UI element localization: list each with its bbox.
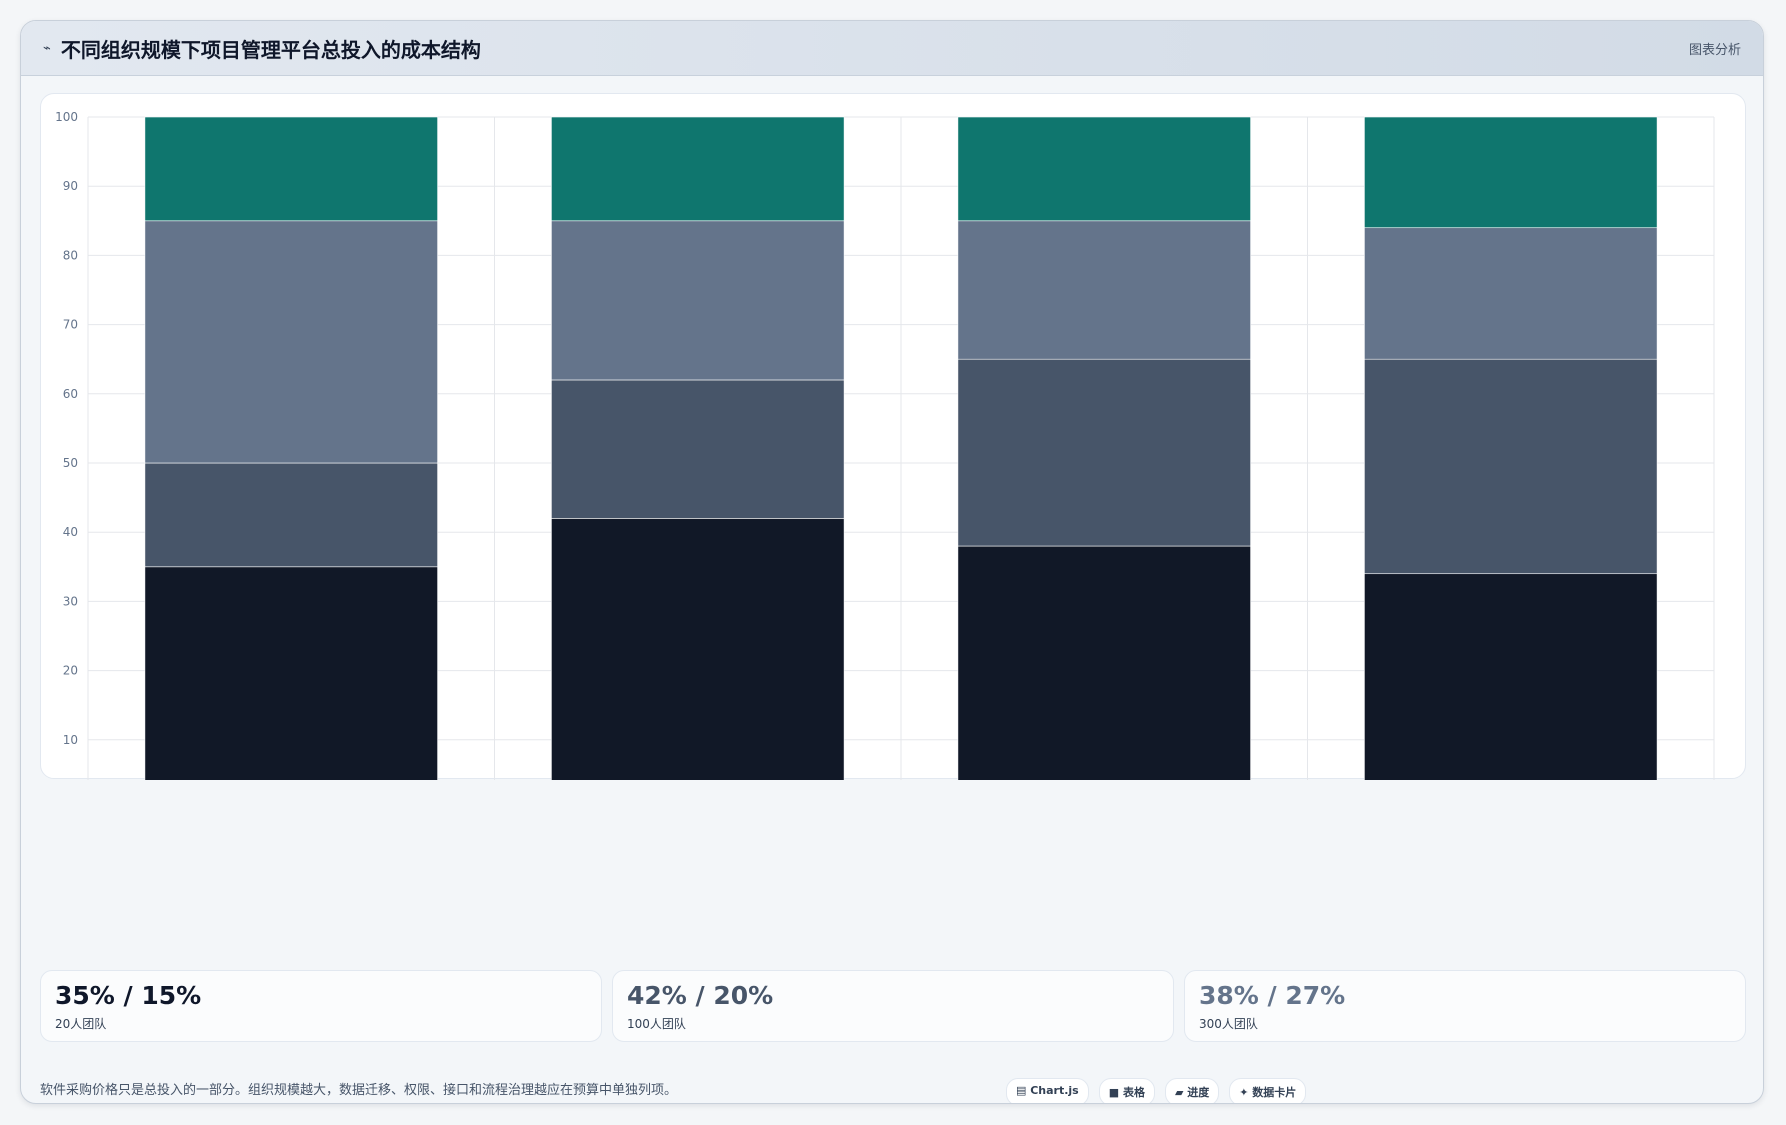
bar-segment (144, 566, 438, 780)
y-tick-label: 20 (63, 664, 78, 678)
bar-segment (551, 518, 845, 780)
bar-segment (551, 116, 845, 222)
y-tick-label: 10 (63, 733, 78, 747)
y-tick-label: 80 (63, 248, 78, 262)
bar-segment (144, 116, 438, 222)
bar-segment (1364, 358, 1658, 575)
bar-segment (551, 379, 845, 519)
stat-value: 42% / 20% (627, 981, 774, 1010)
chart-panel: 010203040506070809010020人团队100人团队300人团队1… (40, 93, 1746, 780)
chart-line-icon: ⌁ (43, 40, 51, 56)
footer-note: 软件采购价格只是总投入的一部分。组织规模越大，数据迁移、权限、接口和流程治理越应… (40, 1083, 678, 1098)
tag-progress[interactable]: ▰ 进度 (1164, 1078, 1220, 1103)
bar-segment (1364, 227, 1658, 360)
y-tick-label: 30 (63, 594, 78, 608)
chart-card: ⌁ 不同组织规模下项目管理平台总投入的成本结构 图表分析 01020304050… (20, 20, 1764, 1104)
stat-cards: 35% / 15% 20人团队 42% / 20% 100人团队 38% / 2… (40, 970, 1746, 1042)
tag-chartjs[interactable]: ▤ Chart.js (1006, 1078, 1089, 1103)
y-tick-label: 50 (63, 456, 78, 470)
stat-label: 300人团队 (1199, 1017, 1258, 1031)
y-tick-label: 70 (63, 318, 78, 332)
y-tick-label: 100 (55, 110, 78, 124)
stat-card-20: 35% / 15% 20人团队 (40, 970, 602, 1042)
stat-label: 20人团队 (55, 1017, 107, 1031)
bar-segment (957, 358, 1251, 547)
bar-segment (1364, 573, 1658, 780)
y-tick-label: 90 (63, 179, 78, 193)
tag-data-card[interactable]: ✦ 数据卡片 (1229, 1078, 1307, 1103)
bar-segment (957, 545, 1251, 780)
footer-tags: ▤ Chart.js ■ 表格 ▰ 进度 ✦ 数据卡片 (1006, 1078, 1307, 1103)
bar-segment (957, 220, 1251, 360)
stat-card-300: 38% / 27% 300人团队 (1184, 970, 1746, 1042)
bar-segment (551, 220, 845, 381)
card-header: ⌁ 不同组织规模下项目管理平台总投入的成本结构 图表分析 (21, 21, 1763, 76)
stat-card-100: 42% / 20% 100人团队 (612, 970, 1174, 1042)
bar-segment (1364, 116, 1658, 229)
stat-value: 35% / 15% (55, 981, 202, 1010)
bar-segment (957, 116, 1251, 222)
bar-segment (144, 220, 438, 464)
y-tick-label: 60 (63, 387, 78, 401)
stat-value: 38% / 27% (1199, 981, 1346, 1010)
tag-table[interactable]: ■ 表格 (1098, 1078, 1155, 1103)
chart-analysis-link[interactable]: 图表分析 (1688, 42, 1741, 58)
bar-segment (144, 462, 438, 568)
stat-label: 100人团队 (627, 1017, 686, 1031)
chart-title: 不同组织规模下项目管理平台总投入的成本结构 (60, 37, 481, 62)
y-tick-label: 40 (63, 525, 78, 539)
stacked-bar-chart: 010203040506070809010020人团队100人团队300人团队1… (55, 110, 1715, 780)
